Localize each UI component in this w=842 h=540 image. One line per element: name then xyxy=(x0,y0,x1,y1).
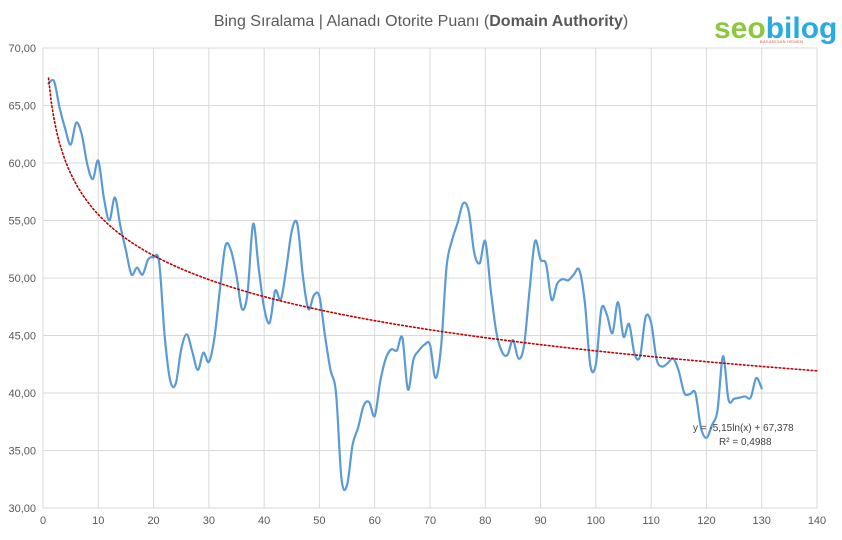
y-tick-label: 35,00 xyxy=(8,446,36,458)
y-tick-label: 30,00 xyxy=(8,503,36,515)
series-group xyxy=(47,78,763,492)
trendline-equation: y = -5,15ln(x) + 67,378 xyxy=(693,423,794,434)
y-tick-label: 50,00 xyxy=(8,273,36,285)
gridlines xyxy=(42,47,818,509)
x-tick-label: 100 xyxy=(587,515,605,527)
x-tick-label: 40 xyxy=(258,515,270,527)
logo-subtitle: BASARIDAN HEMEN xyxy=(760,39,803,44)
x-tick-label: 30 xyxy=(203,515,215,527)
x-tick-label: 110 xyxy=(642,515,660,527)
x-tick-label: 90 xyxy=(534,515,546,527)
y-tick-label: 45,00 xyxy=(8,331,36,343)
x-tick-label: 50 xyxy=(313,515,325,527)
series-line xyxy=(47,78,763,492)
seobilog-logo: seobilog BASARIDAN HEMEN xyxy=(714,12,837,45)
y-tick-label: 65,00 xyxy=(8,101,36,113)
y-tick-label: 60,00 xyxy=(8,158,36,170)
y-axis-ticks: 30,00 35,00 40,00 45,00 50,00 55,00 60,00 65,00… xyxy=(8,43,36,515)
x-tick-label: 20 xyxy=(147,515,159,527)
logo-text: seobilog xyxy=(714,12,837,45)
x-axis-ticks: 0 10 20 30 40 50 60 70 80 90 100 110 120 130 140 xyxy=(40,515,826,527)
trendline xyxy=(47,77,818,372)
x-tick-label: 0 xyxy=(40,515,46,527)
x-tick-label: 140 xyxy=(808,515,826,527)
y-tick-label: 55,00 xyxy=(8,216,36,228)
x-tick-label: 120 xyxy=(697,515,715,527)
trendline-r2: R² = 0,4988 xyxy=(719,437,772,448)
x-tick-label: 80 xyxy=(479,515,491,527)
x-tick-label: 60 xyxy=(369,515,381,527)
x-tick-label: 130 xyxy=(753,515,771,527)
y-tick-label: 70,00 xyxy=(8,43,36,55)
chart-title: Bing Sıralama | Alanadı Otorite Puanı (D… xyxy=(214,13,628,30)
trendline-group xyxy=(47,77,818,372)
x-tick-label: 70 xyxy=(424,515,436,527)
y-tick-label: 40,00 xyxy=(8,388,36,400)
x-tick-label: 10 xyxy=(92,515,104,527)
